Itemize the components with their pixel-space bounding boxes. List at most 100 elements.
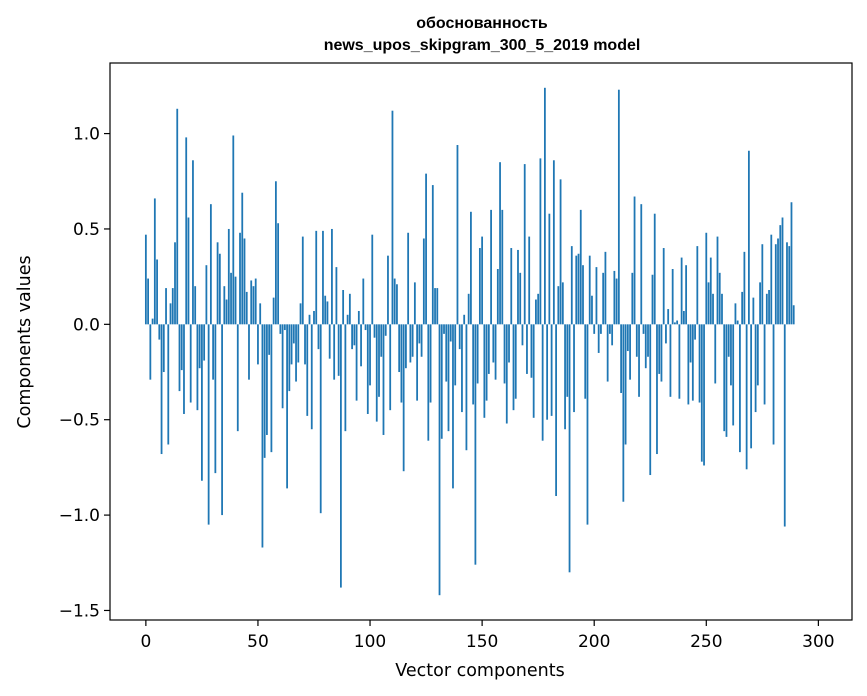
bar [548, 213, 551, 325]
bar [582, 265, 584, 325]
bar [622, 324, 625, 502]
bar [579, 209, 582, 325]
bar [716, 236, 719, 325]
bar [539, 158, 542, 325]
bar [505, 324, 508, 424]
bar [591, 295, 593, 325]
chart-subtitle: news_upos_skipgram_300_5_2019 model [324, 37, 641, 54]
bar-group [144, 87, 795, 596]
bar [564, 324, 566, 430]
bar [458, 324, 461, 350]
bar [732, 324, 735, 426]
bar [750, 324, 753, 449]
bar [373, 324, 376, 338]
bar [400, 324, 403, 403]
y-tick-label: −1.0 [59, 506, 100, 526]
bar [194, 286, 197, 325]
bar [162, 324, 165, 373]
bar [700, 324, 703, 462]
bar [781, 217, 784, 325]
bar [604, 251, 607, 325]
bar [360, 324, 362, 367]
bar [626, 324, 629, 352]
bar [344, 324, 347, 432]
bar [694, 324, 696, 340]
bar [718, 272, 721, 325]
bar [730, 324, 732, 386]
bar [528, 236, 531, 325]
bar [254, 278, 257, 325]
bar [257, 324, 259, 365]
bar [304, 324, 306, 365]
bar [434, 288, 436, 325]
bar [790, 202, 793, 325]
bar [176, 108, 179, 325]
bar [174, 242, 176, 325]
bar [375, 324, 378, 422]
bar [514, 324, 517, 399]
bar [770, 234, 773, 325]
bar [281, 324, 284, 409]
bar [523, 164, 526, 325]
bar [425, 173, 427, 325]
bar [232, 135, 235, 325]
x-tick-label: 250 [690, 632, 722, 652]
bar [651, 274, 654, 325]
bar [644, 324, 647, 369]
x-tick-label: 150 [466, 632, 498, 652]
bar [319, 324, 322, 514]
bar [662, 248, 665, 325]
bar [609, 324, 611, 334]
bar [586, 324, 589, 525]
bar [691, 324, 694, 401]
bar [783, 324, 786, 527]
bar [268, 324, 271, 355]
bar [788, 246, 791, 325]
bar [216, 242, 219, 325]
bar [411, 324, 414, 357]
bar [620, 324, 622, 393]
bar [340, 324, 342, 588]
bar [436, 288, 439, 325]
bar [698, 324, 701, 403]
bar [429, 324, 432, 403]
bar [617, 89, 620, 325]
bar [250, 280, 253, 325]
bar [707, 282, 710, 325]
bar [467, 293, 470, 325]
bar [741, 291, 744, 325]
bar [387, 255, 389, 325]
bar [774, 244, 777, 325]
bar [494, 324, 497, 380]
bar [149, 324, 152, 380]
bar [203, 324, 206, 361]
bar [225, 299, 228, 325]
bar [221, 324, 223, 516]
bar [727, 324, 730, 357]
bar [180, 324, 183, 371]
bar [696, 246, 699, 325]
bar [391, 110, 394, 325]
bar [407, 232, 410, 325]
bar [445, 324, 448, 382]
bar [535, 299, 537, 325]
bar [292, 324, 295, 344]
bar [310, 324, 313, 430]
bar [756, 324, 759, 386]
bar [734, 303, 737, 325]
bar [747, 150, 750, 325]
bar [239, 232, 241, 325]
bar [519, 272, 522, 325]
bar [768, 290, 770, 325]
bar [512, 324, 515, 411]
bar [745, 324, 748, 470]
bar [393, 278, 396, 325]
bar [331, 228, 333, 325]
bar [313, 310, 315, 325]
bar [171, 288, 174, 325]
bar [205, 265, 208, 325]
bar [279, 324, 282, 334]
bar [223, 286, 226, 325]
bar [714, 324, 717, 384]
